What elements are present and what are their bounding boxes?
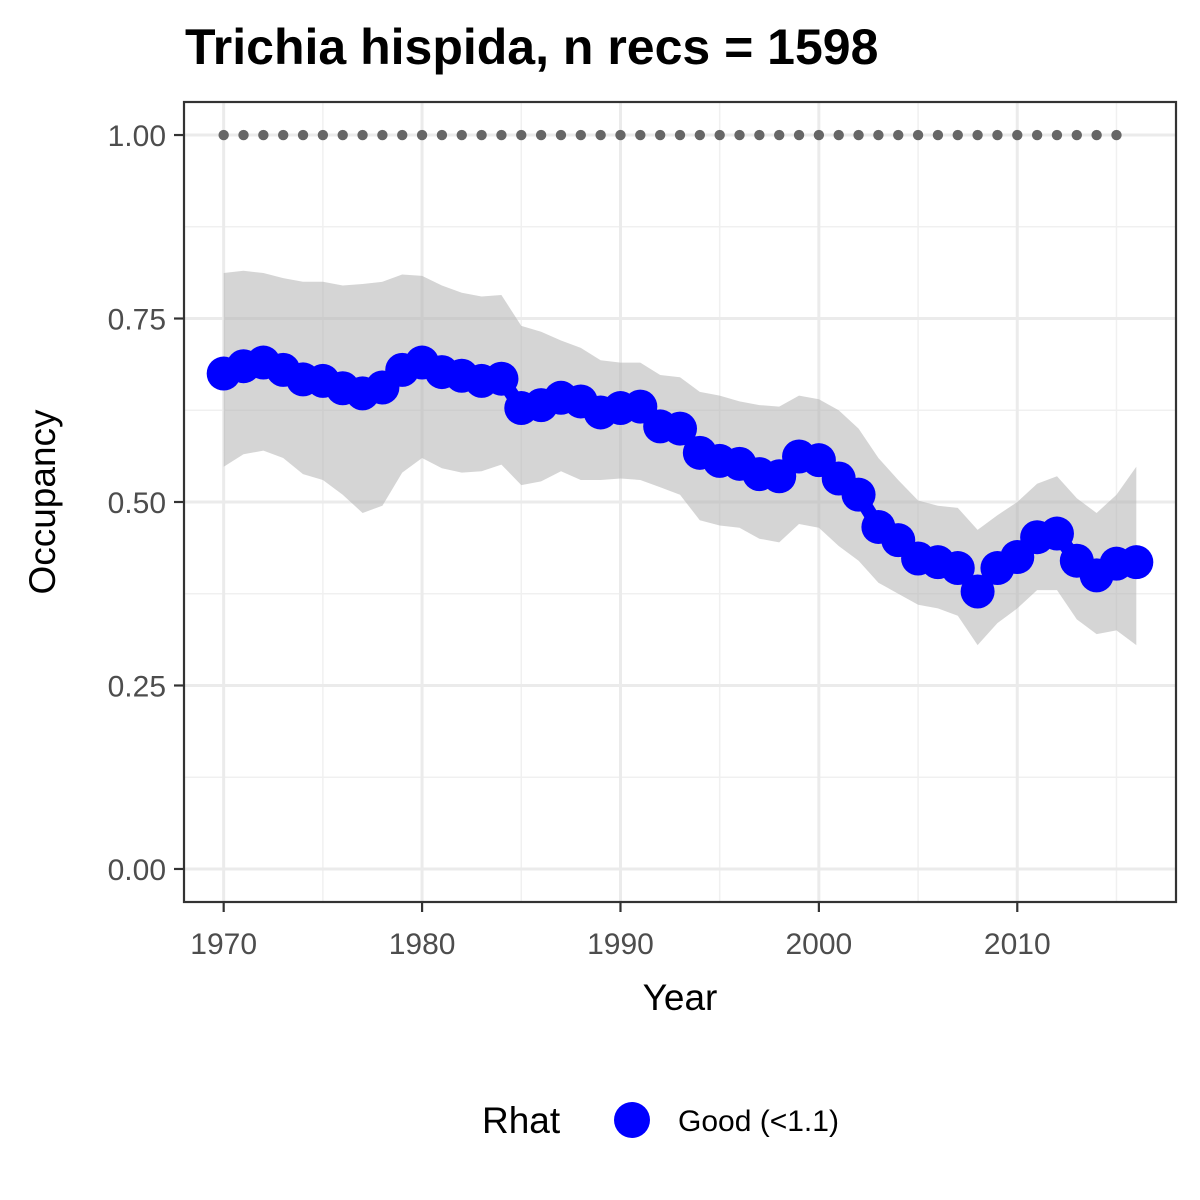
- reference-dot: [952, 129, 963, 141]
- chart-title: Trichia hispida, n recs = 1598: [185, 19, 878, 75]
- y-tick-label: 0.75: [108, 304, 166, 337]
- x-tick-label: 1980: [389, 928, 456, 961]
- y-tick-label: 0.00: [108, 854, 166, 887]
- reference-dot: [278, 129, 289, 141]
- occupancy-point: [1039, 516, 1074, 551]
- occupancy-point: [1119, 545, 1154, 580]
- reference-dot: [1071, 129, 1083, 141]
- reference-dot: [674, 129, 686, 141]
- reference-dot: [714, 129, 725, 141]
- reference-dot: [853, 129, 864, 141]
- reference-dot: [397, 129, 408, 141]
- reference-dot: [912, 129, 924, 141]
- reference-dot: [932, 129, 944, 141]
- occupancy-point: [663, 411, 697, 446]
- reference-dot: [416, 129, 428, 141]
- reference-dot: [873, 129, 884, 141]
- y-axis: 0.00 0.25 0.50 0.75 1.00: [108, 120, 184, 887]
- occupancy-point: [841, 477, 876, 512]
- reference-dot: [297, 129, 309, 141]
- reference-dot: [317, 129, 329, 141]
- occupancy-point: [960, 574, 995, 609]
- reference-dot: [793, 129, 805, 141]
- x-tick-label: 1970: [190, 928, 257, 961]
- reference-dot: [754, 129, 765, 141]
- reference-dot: [575, 129, 586, 141]
- x-tick-label: 1990: [587, 928, 654, 961]
- y-axis-title: Occupancy: [22, 409, 63, 595]
- reference-dot: [813, 129, 825, 141]
- legend-label-good: Good (<1.1): [678, 1105, 839, 1138]
- reference-dots-layer: [218, 129, 1122, 141]
- legend: Rhat Good (<1.1): [482, 1100, 839, 1141]
- reference-dot: [357, 129, 368, 141]
- reference-dot: [337, 129, 348, 141]
- reference-dot: [1051, 129, 1063, 141]
- reference-dot: [218, 129, 229, 141]
- y-tick-label: 0.50: [108, 487, 166, 520]
- reference-dot: [555, 129, 567, 141]
- reference-dot: [377, 129, 388, 141]
- reference-dot: [238, 129, 249, 141]
- reference-dot: [1091, 129, 1102, 141]
- reference-dot: [516, 129, 527, 141]
- reference-dot: [734, 129, 745, 141]
- reference-dot: [436, 129, 448, 141]
- reference-dot: [1012, 129, 1023, 141]
- x-axis: 1970 1980 1990 2000 2010: [190, 902, 1051, 961]
- reference-dot: [654, 129, 666, 141]
- y-tick-label: 1.00: [108, 120, 166, 153]
- y-tick-label: 0.25: [108, 670, 166, 703]
- reference-dot: [615, 129, 626, 141]
- reference-dot: [535, 129, 547, 141]
- reference-dot: [1111, 129, 1122, 141]
- plot-panel: [182, 100, 1178, 904]
- reference-dot: [1031, 129, 1043, 141]
- reference-dot: [833, 129, 844, 141]
- reference-dot: [595, 129, 606, 141]
- reference-dot: [694, 129, 706, 141]
- reference-dot: [893, 129, 904, 141]
- reference-dot: [476, 129, 487, 141]
- occupancy-point: [484, 361, 519, 396]
- reference-dot: [972, 129, 983, 141]
- legend-key-good: [614, 1102, 650, 1138]
- x-tick-label: 2000: [786, 928, 853, 961]
- occupancy-points-layer: [206, 345, 1154, 609]
- occupancy-point: [940, 551, 975, 586]
- x-tick-label: 2010: [984, 928, 1051, 961]
- reference-dot: [635, 129, 646, 141]
- reference-dot: [496, 129, 507, 141]
- x-axis-title: Year: [643, 977, 718, 1018]
- legend-title: Rhat: [482, 1100, 561, 1141]
- reference-dot: [456, 129, 467, 141]
- reference-dot: [258, 129, 269, 141]
- reference-dot: [774, 129, 785, 141]
- reference-dot: [992, 129, 1003, 141]
